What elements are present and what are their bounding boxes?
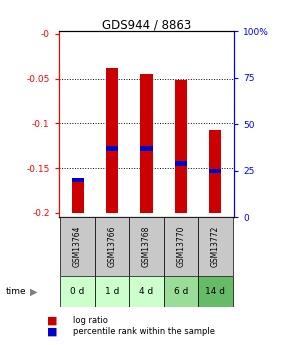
Bar	[140, 146, 153, 151]
Text: GSM13770: GSM13770	[176, 226, 185, 267]
Bar	[129, 217, 164, 276]
Text: ■: ■	[47, 315, 57, 325]
Text: percentile rank within the sample: percentile rank within the sample	[73, 327, 215, 336]
Bar	[60, 217, 95, 276]
Text: GSM13764: GSM13764	[73, 226, 82, 267]
Text: GDS944 / 8863: GDS944 / 8863	[102, 19, 191, 32]
Text: 0 d: 0 d	[70, 287, 85, 296]
Bar	[140, 74, 153, 213]
Bar	[71, 178, 84, 182]
Bar	[198, 217, 233, 276]
Text: 6 d: 6 d	[174, 287, 188, 296]
Bar	[106, 146, 118, 151]
Bar	[164, 217, 198, 276]
Bar	[95, 276, 129, 307]
Text: GSM13772: GSM13772	[211, 226, 220, 267]
Bar	[106, 68, 118, 213]
Bar	[71, 180, 84, 213]
Text: GSM13766: GSM13766	[108, 226, 117, 267]
Bar	[209, 169, 222, 173]
Text: ■: ■	[47, 327, 57, 337]
Bar	[164, 276, 198, 307]
Text: time: time	[6, 287, 26, 296]
Text: log ratio: log ratio	[73, 316, 108, 325]
Bar	[95, 217, 129, 276]
Bar	[60, 276, 95, 307]
Text: 4 d: 4 d	[139, 287, 154, 296]
Text: 1 d: 1 d	[105, 287, 119, 296]
Bar	[175, 80, 187, 213]
Bar	[198, 276, 233, 307]
Bar	[129, 276, 164, 307]
Text: GSM13768: GSM13768	[142, 226, 151, 267]
Text: ▶: ▶	[30, 287, 38, 296]
Bar	[209, 130, 222, 213]
Bar	[175, 161, 187, 166]
Text: 14 d: 14 d	[205, 287, 225, 296]
